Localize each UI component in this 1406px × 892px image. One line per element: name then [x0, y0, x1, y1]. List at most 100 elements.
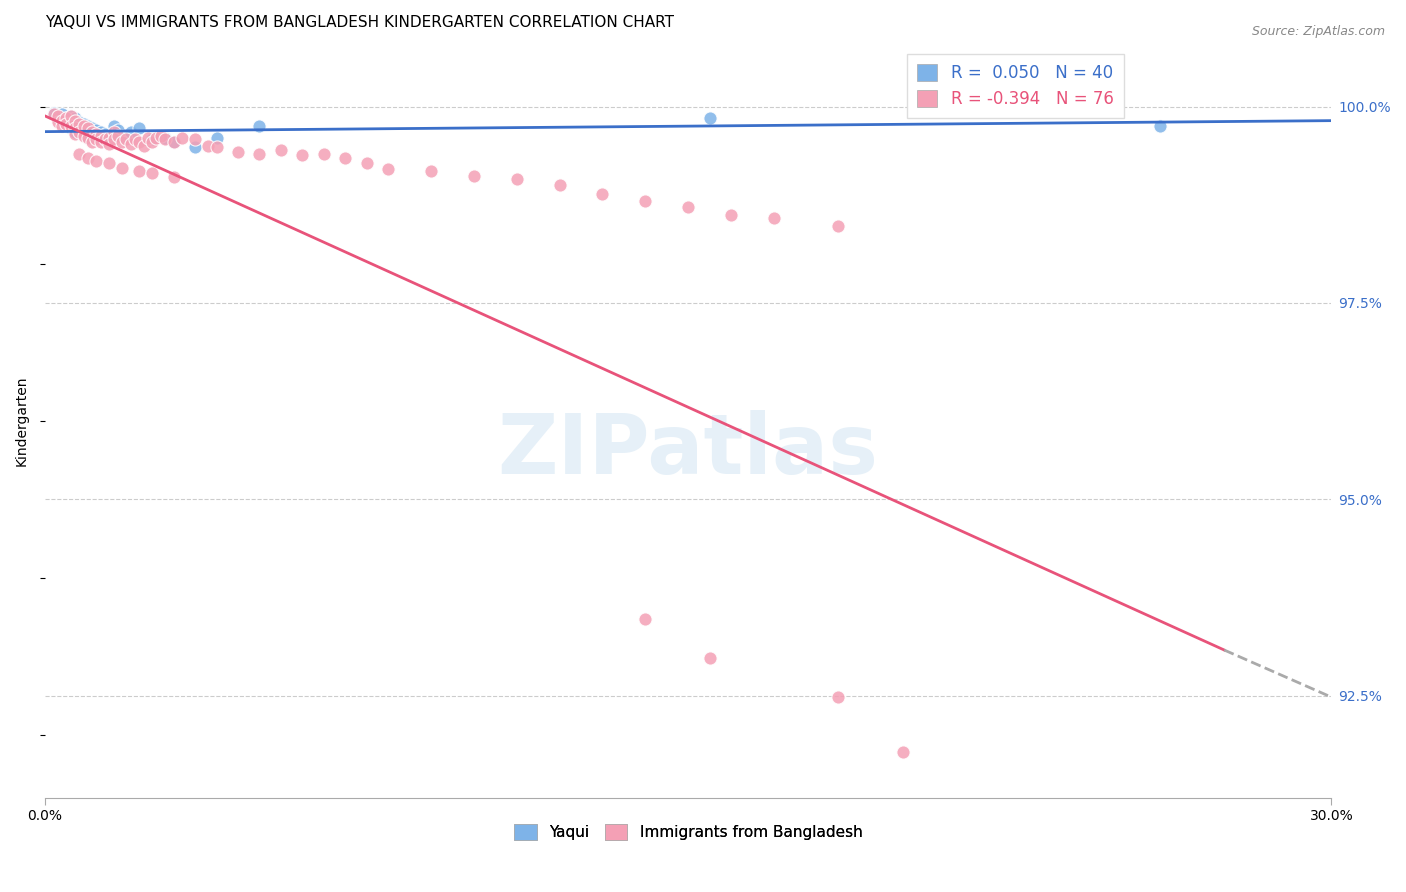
Point: [141, 166, 163, 180]
Point: [51, 113, 73, 128]
Point: [72, 119, 94, 133]
Point: [141, 135, 163, 149]
Point: [63, 121, 86, 136]
Point: [72, 117, 94, 131]
Point: [111, 135, 134, 149]
Point: [82, 135, 104, 149]
Point: [46, 112, 69, 126]
Point: [67, 146, 90, 161]
Y-axis label: Kindergarten: Kindergarten: [15, 376, 30, 466]
Point: [63, 125, 86, 139]
Point: [107, 123, 129, 137]
Point: [76, 131, 98, 145]
Point: [55, 112, 77, 126]
Point: [82, 125, 104, 139]
Point: [67, 117, 90, 131]
Point: [46, 115, 69, 129]
Point: [197, 138, 219, 153]
Point: [55, 112, 77, 126]
Point: [51, 113, 73, 128]
Point: [59, 109, 82, 123]
Point: [76, 119, 98, 133]
Point: [124, 132, 146, 146]
Point: [141, 132, 163, 146]
Point: [205, 131, 228, 145]
Point: [149, 129, 172, 144]
Point: [827, 690, 849, 705]
Point: [90, 125, 112, 139]
Point: [55, 115, 77, 129]
Point: [720, 208, 742, 222]
Point: [72, 129, 94, 144]
Point: [377, 162, 399, 177]
Point: [59, 115, 82, 129]
Point: [51, 107, 73, 121]
Point: [676, 200, 699, 214]
Point: [76, 121, 98, 136]
Point: [63, 119, 86, 133]
Point: [46, 109, 69, 123]
Point: [891, 745, 914, 759]
Point: [247, 146, 270, 161]
Point: [46, 109, 69, 123]
Point: [145, 131, 167, 145]
Point: [94, 132, 117, 146]
Point: [762, 211, 785, 225]
Point: [128, 135, 150, 149]
Point: [699, 112, 721, 126]
Point: [63, 113, 86, 128]
Point: [162, 170, 184, 185]
Point: [120, 137, 142, 152]
Point: [699, 651, 721, 665]
Point: [103, 132, 125, 146]
Point: [184, 132, 207, 146]
Point: [172, 131, 194, 145]
Point: [42, 105, 65, 120]
Point: [153, 131, 176, 145]
Point: [76, 125, 98, 139]
Point: [128, 121, 150, 136]
Point: [356, 156, 378, 170]
Point: [270, 143, 292, 157]
Point: [59, 109, 82, 123]
Point: [90, 135, 112, 149]
Point: [107, 129, 129, 144]
Point: [76, 131, 98, 145]
Point: [419, 164, 441, 178]
Point: [59, 119, 82, 133]
Point: [82, 127, 104, 141]
Point: [111, 129, 134, 144]
Point: [136, 131, 159, 145]
Text: YAQUI VS IMMIGRANTS FROM BANGLADESH KINDERGARTEN CORRELATION CHART: YAQUI VS IMMIGRANTS FROM BANGLADESH KIND…: [45, 15, 673, 30]
Point: [90, 129, 112, 144]
Point: [103, 125, 125, 139]
Point: [67, 121, 90, 136]
Point: [42, 107, 65, 121]
Point: [115, 132, 138, 146]
Point: [1149, 119, 1171, 133]
Legend: Yaqui, Immigrants from Bangladesh: Yaqui, Immigrants from Bangladesh: [508, 818, 869, 847]
Point: [98, 131, 121, 145]
Point: [333, 151, 356, 165]
Point: [67, 115, 90, 129]
Point: [184, 140, 207, 154]
Point: [76, 151, 98, 165]
Point: [463, 169, 485, 183]
Point: [63, 112, 86, 126]
Point: [94, 127, 117, 141]
Point: [98, 156, 121, 170]
Point: [128, 164, 150, 178]
Point: [67, 125, 90, 139]
Point: [55, 119, 77, 133]
Point: [55, 117, 77, 131]
Point: [634, 611, 657, 625]
Point: [591, 187, 613, 202]
Text: Source: ZipAtlas.com: Source: ZipAtlas.com: [1251, 25, 1385, 38]
Point: [86, 154, 108, 169]
Point: [59, 121, 82, 136]
Text: ZIPatlas: ZIPatlas: [498, 410, 879, 491]
Point: [98, 131, 121, 145]
Point: [505, 171, 527, 186]
Point: [86, 132, 108, 146]
Point: [111, 161, 134, 175]
